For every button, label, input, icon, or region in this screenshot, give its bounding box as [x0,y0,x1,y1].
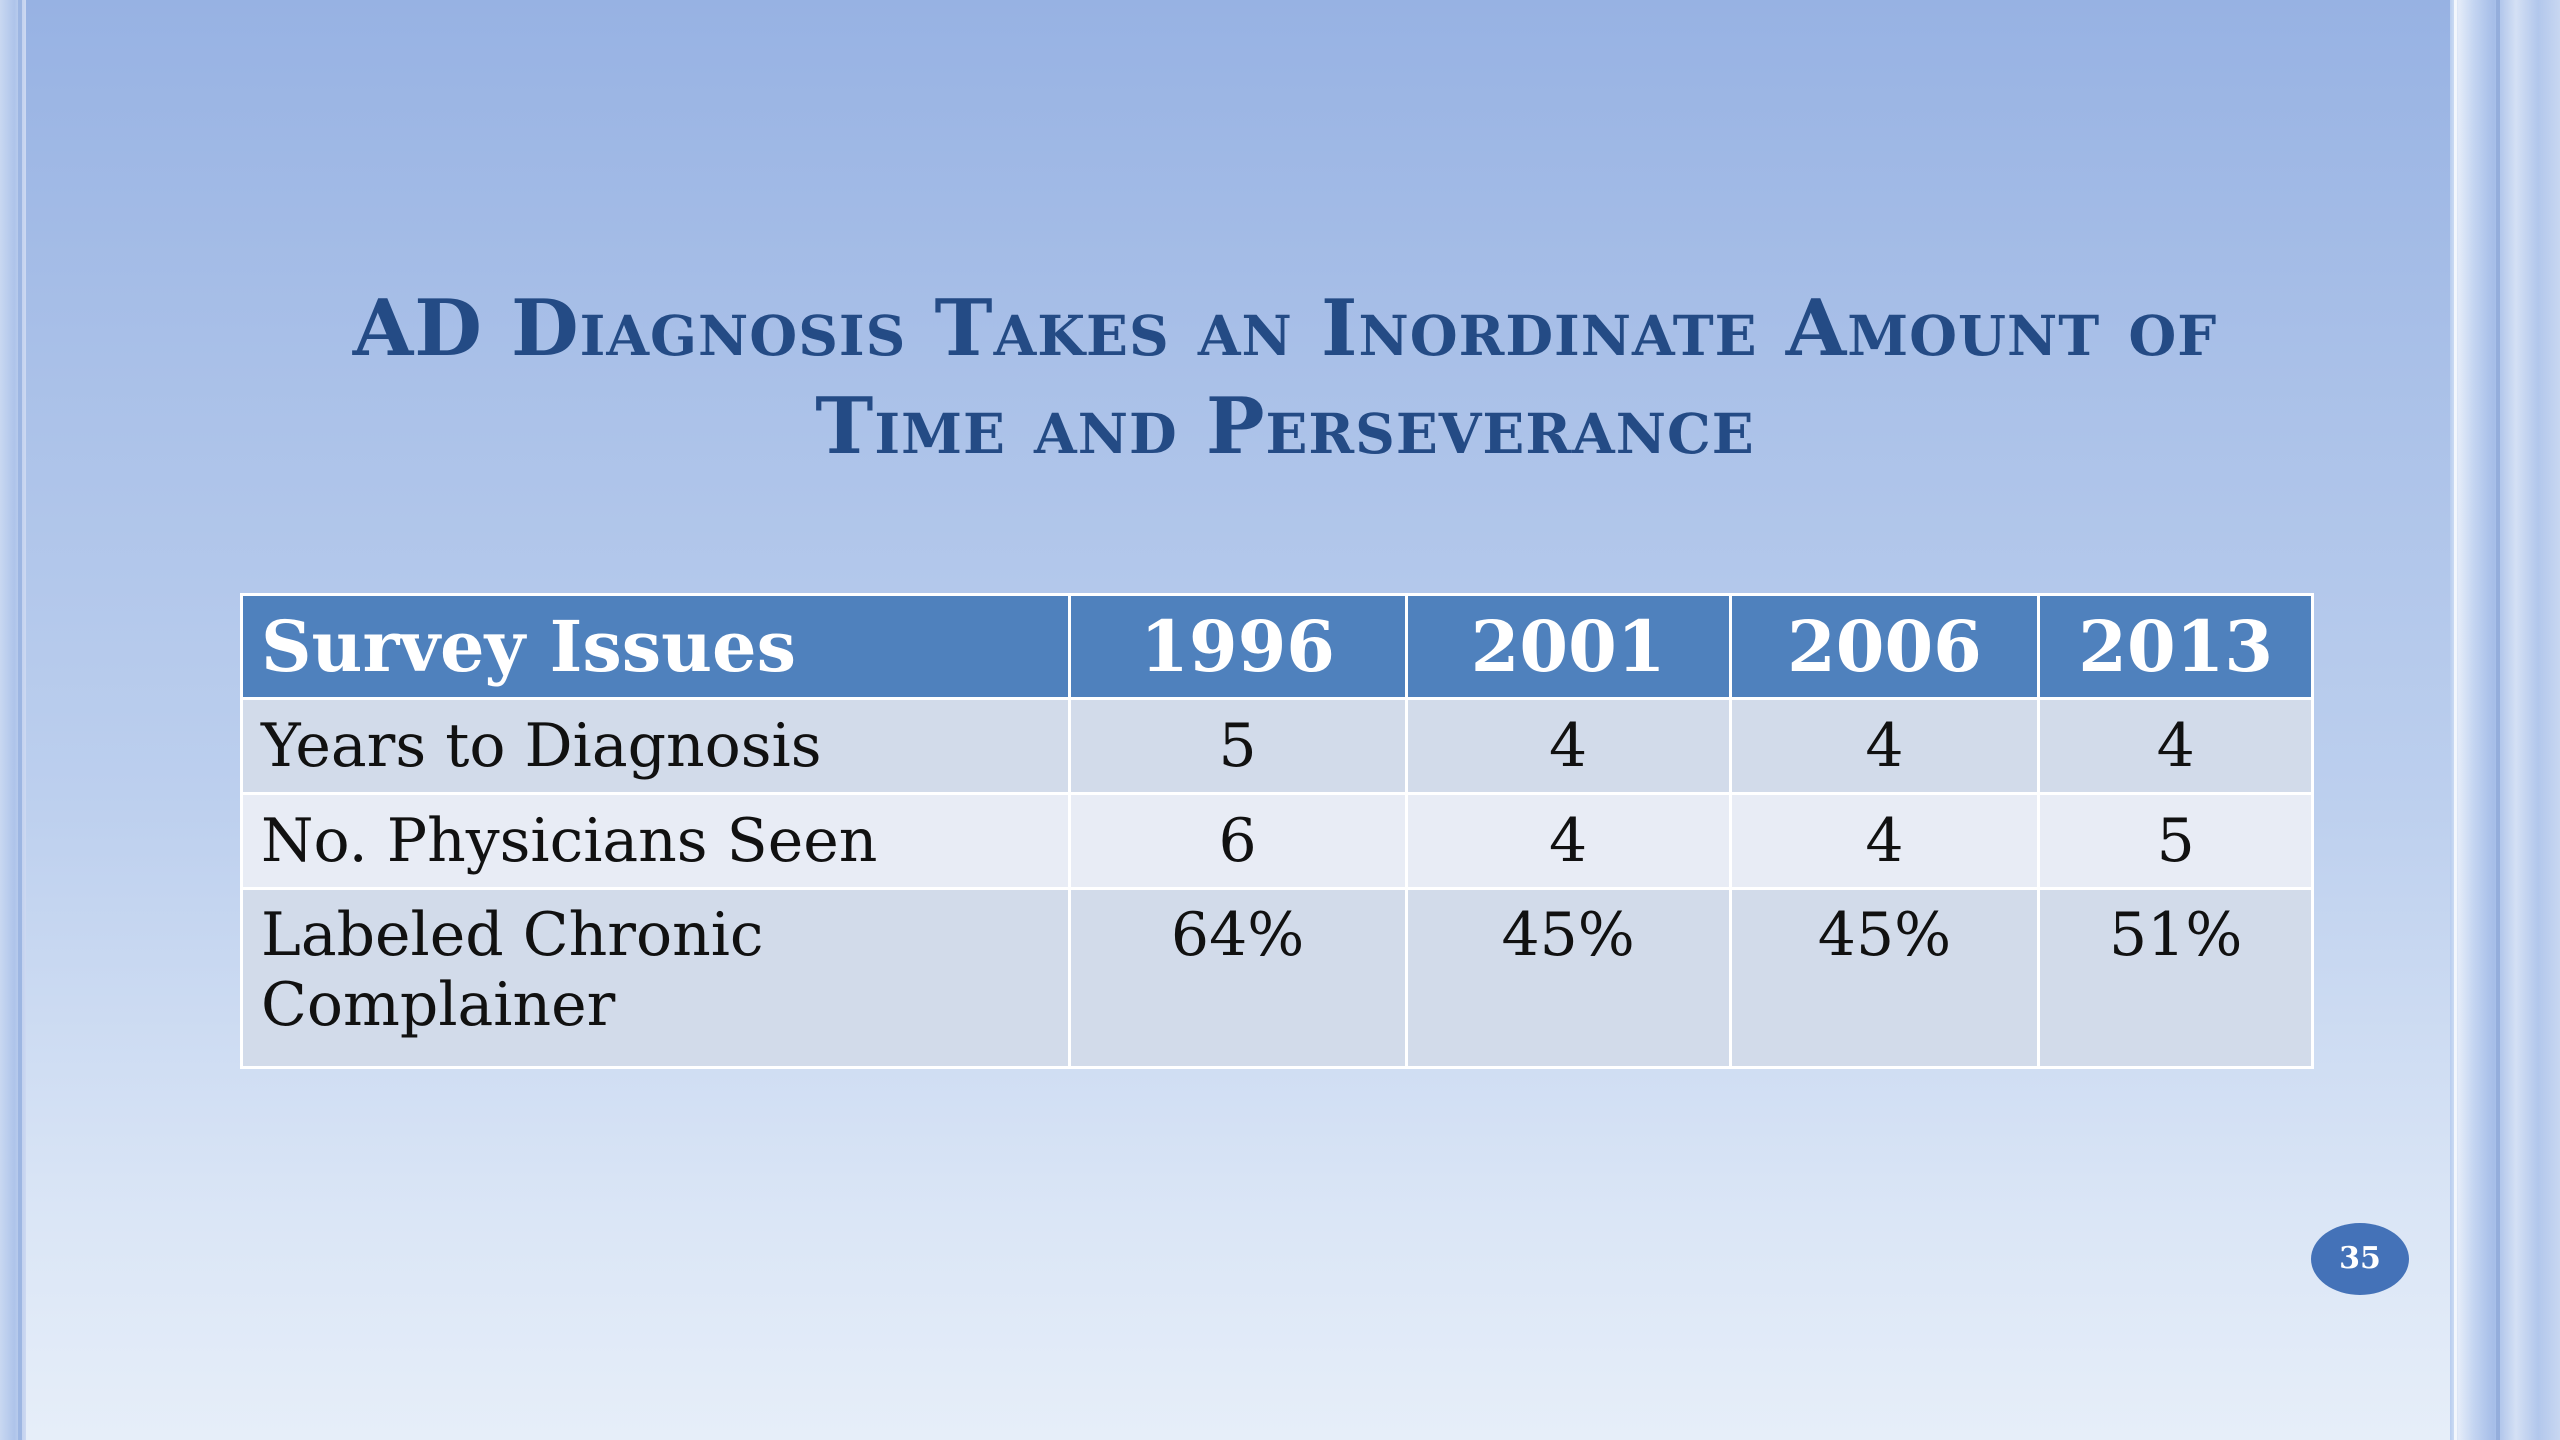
cell-1996: 5 [1067,697,1408,795]
cell-2013: 51% [2037,887,2314,1069]
row-label: Labeled Chronic Complainer [240,887,1071,1069]
cell-1996: 64% [1067,887,1408,1069]
cell-2001: 4 [1404,697,1732,795]
slide-title-line-1: AD Diagnosis Takes an Inordinate Amount … [352,283,2218,374]
slide-left-border [0,0,26,1440]
survey-table: Survey Issues 1996 2001 2006 2013 Years … [240,593,2314,1069]
cell-2006: 4 [1728,697,2041,795]
row-label: No. Physicians Seen [240,792,1071,890]
header-year-1996: 1996 [1067,593,1408,700]
slide-right-border [2450,0,2560,1440]
table-row-years-to-diagnosis: Years to Diagnosis 5 4 4 4 [240,697,2314,795]
header-survey-issues: Survey Issues [240,593,1071,700]
row-label: Years to Diagnosis [240,697,1071,795]
cell-2006: 4 [1728,792,2041,890]
table-header-row: Survey Issues 1996 2001 2006 2013 [240,593,2314,700]
slide-title: AD Diagnosis Takes an Inordinate Amount … [240,280,2330,476]
header-year-2013: 2013 [2037,593,2314,700]
page-number-badge: 35 [2311,1223,2409,1295]
cell-2006: 45% [1728,887,2041,1069]
slide-title-line-2: Time and Perseverance [815,381,1755,472]
row-label-line-1: Labeled Chronic [261,900,764,970]
cell-2013: 4 [2037,697,2314,795]
row-label-line-2: Complainer [261,970,616,1040]
table-row-chronic-complainer: Labeled Chronic Complainer 64% 45% 45% 5… [240,887,2314,1069]
cell-2013: 5 [2037,792,2314,890]
cell-2001: 45% [1404,887,1732,1069]
cell-2001: 4 [1404,792,1732,890]
cell-1996: 6 [1067,792,1408,890]
header-year-2001: 2001 [1404,593,1732,700]
table-row-physicians-seen: No. Physicians Seen 6 4 4 5 [240,792,2314,890]
header-year-2006: 2006 [1728,593,2041,700]
